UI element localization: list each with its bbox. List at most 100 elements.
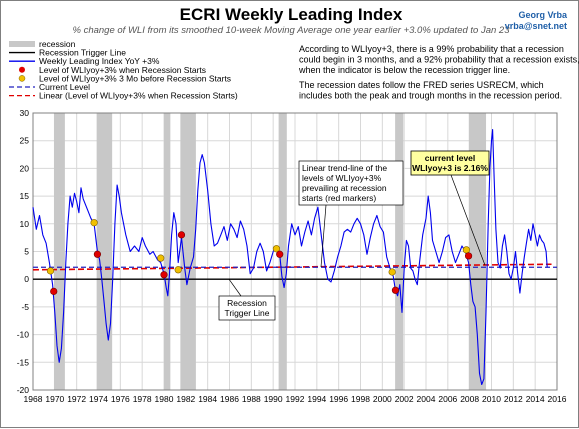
x-tick-label: 1996 xyxy=(329,394,348,404)
legend-label: Linear (Level of WLIyoy+3% when Recessio… xyxy=(39,91,238,101)
recession-band xyxy=(395,113,404,390)
x-tick-label: 1982 xyxy=(176,394,195,404)
recession-start-marker xyxy=(93,250,102,258)
recession-band xyxy=(164,113,171,390)
x-tick-label: 2012 xyxy=(504,394,523,404)
pre-recession-marker xyxy=(46,267,55,275)
trigger-annotation-box xyxy=(218,295,276,321)
x-tick-label: 1968 xyxy=(24,394,43,404)
wli-series-line xyxy=(32,129,548,386)
recession-start-marker xyxy=(276,250,284,258)
y-tick-label: 25 xyxy=(20,136,30,146)
recession-start-marker xyxy=(160,271,168,279)
x-tick-label: 2000 xyxy=(373,394,392,404)
trend-annotation-line: Linear trend-line of the xyxy=(302,163,387,173)
x-tick-label: 1984 xyxy=(198,394,217,404)
note-line: The recession dates follow the FRED seri… xyxy=(299,80,544,90)
author-email: vrba@snet.net xyxy=(505,21,567,31)
chart-subtitle: % change of WLI from its smoothed 10-wee… xyxy=(73,25,511,36)
trend-annotation-pointer xyxy=(320,204,327,268)
recession-band xyxy=(53,113,65,390)
legend-label: recession xyxy=(39,39,76,49)
y-tick-labels: -20 -15 -10 -5 0 5 10 15 20 25 30 xyxy=(17,108,30,395)
current-level-pointer xyxy=(450,174,486,266)
trend-annotation-line: prevailing at recession xyxy=(302,183,387,193)
current-level-annotation-line: current level xyxy=(425,153,476,163)
recession-band xyxy=(468,113,487,390)
y-tick-label: 30 xyxy=(20,108,30,118)
legend-label: Level of WLIyoy+3% 3 Mo before Recession… xyxy=(39,73,231,83)
pre-recession-marker xyxy=(388,268,396,276)
y-tick-label: 5 xyxy=(24,247,29,257)
x-tick-label: 2014 xyxy=(526,394,545,404)
current-level-annotation-line: WLIyoy+3 is 2.16% xyxy=(412,163,488,173)
recession-start-marker xyxy=(464,252,473,260)
note-line: could begin in 3 months, and a 92% proba… xyxy=(299,55,579,65)
y-tick-label: 20 xyxy=(20,163,30,173)
x-tick-label: 2004 xyxy=(417,394,436,404)
wli-series-layer xyxy=(32,129,548,386)
x-tick-label: 1980 xyxy=(155,394,174,404)
x-tick-label: 1992 xyxy=(286,394,305,404)
x-tick-label: 1978 xyxy=(133,394,152,404)
x-tick-label: 2008 xyxy=(460,394,479,404)
notes-block: According to WLIyoy+3, there is a 99% pr… xyxy=(298,44,579,101)
y-tick-label: -10 xyxy=(17,330,30,340)
x-tick-labels: 1968 1970 1972 1974 1976 1978 1980 1982 1984 1986… xyxy=(24,394,567,404)
legend-swatch-recession xyxy=(9,41,35,47)
x-tick-label: 1970 xyxy=(45,394,64,404)
x-tick-label: 1994 xyxy=(307,394,326,404)
y-tick-label: 0 xyxy=(24,274,29,284)
note-line: when the indicator is below the recessio… xyxy=(298,65,510,75)
legend-swatch-red-marker xyxy=(19,66,25,73)
pre-recession-marker xyxy=(90,219,98,227)
x-tick-label: 1998 xyxy=(351,394,370,404)
recession-bands xyxy=(53,113,487,390)
legend-label: Level of WLIyoy+3% when Recession Starts xyxy=(39,65,206,75)
trend-annotation-line: levels of WLIyoy+3% xyxy=(302,173,382,183)
note-line: includes both the peak and trough months… xyxy=(299,91,562,101)
x-tick-label: 2016 xyxy=(548,394,567,404)
x-tick-label: 2006 xyxy=(438,394,457,404)
legend-label: Current Level xyxy=(39,82,90,92)
trend-annotation-line: starts (red markers) xyxy=(302,193,376,203)
legend-label: Weekly Leading Index YoY +3% xyxy=(39,56,160,66)
pre-recession-marker xyxy=(272,245,281,253)
x-tick-label: 1976 xyxy=(111,394,130,404)
legend-swatch-yellow-marker xyxy=(18,75,26,82)
y-tick-label: -15 xyxy=(17,357,30,367)
plot-area-border xyxy=(32,112,558,391)
x-tick-label: 2010 xyxy=(482,394,501,404)
pre-recession-marker xyxy=(174,266,182,274)
trend-annotation-box xyxy=(298,160,404,206)
legend-label: Recession Trigger Line xyxy=(39,48,126,58)
trigger-annotation-pointer xyxy=(228,278,242,297)
marker-layer xyxy=(46,219,473,295)
recession-band xyxy=(180,113,196,390)
x-tick-label: 1988 xyxy=(242,394,261,404)
pre-recession-marker xyxy=(157,254,165,262)
y-tick-label: -20 xyxy=(17,385,30,395)
recession-start-marker xyxy=(391,286,400,294)
recession-start-marker xyxy=(177,231,186,239)
current-level-box xyxy=(410,150,490,176)
pre-recession-marker xyxy=(462,246,470,254)
y-tick-label: -5 xyxy=(21,302,29,312)
x-tick-label: 1986 xyxy=(220,394,239,404)
trigger-annotation-line: Trigger Line xyxy=(224,308,269,318)
linear-trend-line xyxy=(32,263,552,271)
note-line: According to WLIyoy+3, there is a 99% pr… xyxy=(299,44,564,54)
x-tick-label: 1974 xyxy=(89,394,108,404)
chart-title: ECRI Weekly Leading Index xyxy=(180,5,403,24)
linear-trend-layer xyxy=(32,263,552,271)
x-tick-label: 1972 xyxy=(67,394,86,404)
author-name: Georg Vrba xyxy=(518,10,568,20)
x-tick-label: 1990 xyxy=(264,394,283,404)
recession-band xyxy=(96,113,113,390)
trigger-annotation-line: Recession xyxy=(227,298,267,308)
y-tick-label: 10 xyxy=(20,219,30,229)
